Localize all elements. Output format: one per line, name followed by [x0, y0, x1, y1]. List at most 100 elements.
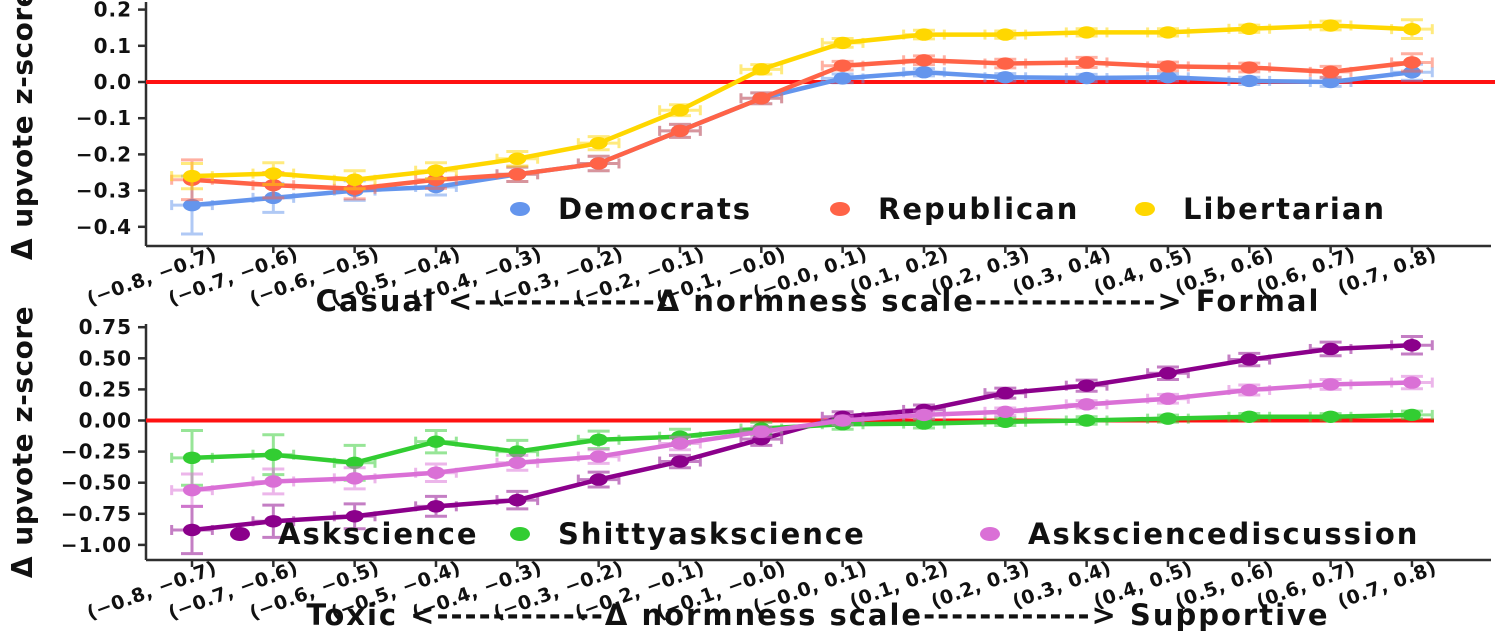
series-republican-marker — [508, 168, 527, 181]
series-shittyaskscience-marker — [1240, 410, 1259, 423]
series-shittyaskscience-marker — [589, 433, 608, 446]
legend-label-republican: Republican — [878, 192, 1079, 226]
series-asksciencediscussion-marker — [1240, 383, 1259, 397]
bottom-chart: 0.750.500.250.00−0.25−0.50−0.75−1.00(−0.… — [61, 315, 1491, 624]
series-askscience-marker — [589, 473, 608, 486]
series-libertarian-line — [189, 23, 1415, 182]
series-republican-marker — [833, 59, 852, 72]
series-libertarian-marker — [1240, 22, 1259, 35]
series-askscience-marker — [426, 500, 445, 513]
series-asksciencediscussion-line — [189, 380, 1415, 493]
series-libertarian-marker — [1402, 22, 1421, 36]
y-tick-label: 0.50 — [79, 346, 132, 370]
y-tick-label: −0.50 — [61, 471, 132, 495]
series-shittyaskscience-marker — [1321, 410, 1340, 423]
series-asksciencediscussion-marker — [914, 408, 933, 422]
series-askscience-marker — [264, 515, 283, 528]
series-asksciencediscussion-marker — [996, 405, 1015, 418]
series-democrats-marker — [996, 71, 1015, 84]
series-libertarian-marker — [996, 28, 1015, 41]
series-shittyaskscience-marker — [426, 435, 445, 448]
bottom-y-axis-label: Δ upvote z-score — [6, 306, 39, 578]
series-democrats-marker — [1077, 71, 1096, 85]
series-asksciencediscussion-marker — [345, 472, 364, 485]
series-asksciencediscussion-marker — [264, 475, 283, 488]
series-askscience-marker — [345, 510, 364, 523]
series-asksciencediscussion-marker — [1158, 392, 1177, 405]
series-democrats-marker — [1321, 75, 1340, 89]
top-y-axis-label: Δ upvote z-score — [6, 0, 39, 260]
series-republican-marker — [589, 157, 608, 170]
series-asksciencediscussion-marker — [508, 456, 527, 469]
series-republican-marker — [752, 92, 771, 105]
series-shittyaskscience-marker — [914, 417, 933, 430]
series-asksciencediscussion-marker — [1077, 398, 1096, 411]
y-tick-label: 0.75 — [79, 315, 132, 339]
series-shittyaskscience-marker — [345, 456, 364, 469]
y-tick-label: −0.1 — [76, 106, 132, 130]
series-asksciencediscussion-marker — [1402, 376, 1421, 389]
legend-marker-libertarian — [1135, 202, 1155, 216]
series-republican-marker — [1240, 61, 1259, 74]
series-asksciencediscussion-marker — [752, 425, 771, 438]
legend-label-asksciencediscussion: Asksciencediscussion — [1028, 517, 1419, 551]
series-libertarian-marker — [670, 104, 689, 117]
series-asksciencediscussion-marker — [833, 414, 852, 427]
top-x-axis-label: Casual <-------------Δ normness scale---… — [316, 284, 1321, 318]
series-republican — [170, 52, 1434, 202]
y-tick-label: 0.0 — [94, 70, 132, 94]
series-republican-marker — [914, 54, 933, 67]
series-libertarian-marker — [1077, 26, 1096, 39]
series-republican-marker — [1402, 56, 1421, 69]
series-republican-marker — [996, 57, 1015, 70]
series-askscience-marker — [1402, 339, 1421, 352]
y-tick-label: 0.00 — [79, 409, 132, 433]
series-libertarian-marker — [914, 28, 933, 41]
series-libertarian-marker — [1321, 19, 1340, 32]
legend-marker-republican — [830, 202, 850, 216]
series-republican-marker — [1077, 56, 1096, 69]
series-asksciencediscussion-marker — [426, 466, 445, 479]
y-tick-label: −0.25 — [61, 440, 132, 464]
bottom-x-axis-label: Toxic <------------Δ normness scale-----… — [306, 598, 1329, 632]
series-asksciencediscussion-marker — [670, 437, 689, 450]
series-asksciencediscussion-marker — [183, 483, 201, 497]
series-libertarian-marker — [589, 136, 608, 150]
series-askscience-marker — [1077, 379, 1096, 392]
series-republican-marker — [1321, 65, 1340, 79]
legend-label-shittyaskscience: Shittyaskscience — [558, 517, 866, 551]
series-democrats-marker — [183, 198, 201, 212]
series-shittyaskscience-marker — [1077, 414, 1096, 427]
series-asksciencediscussion — [170, 374, 1434, 508]
series-republican-marker — [670, 124, 689, 138]
series-libertarian-marker — [426, 164, 445, 177]
legend: Askscience Shittyaskscience Asksciencedisc… — [230, 517, 1419, 551]
y-tick-label: 0.1 — [94, 34, 132, 58]
top-chart: 0.20.10.0−0.1−0.2−0.3−0.4(−0.8, −0.7)(−0… — [76, 0, 1495, 310]
series-libertarian-marker — [508, 152, 527, 165]
y-tick-label: −0.4 — [76, 215, 132, 239]
series-askscience-marker — [508, 493, 527, 507]
series-shittyaskscience-marker — [264, 448, 283, 461]
y-tick-label: −1.00 — [61, 533, 132, 557]
series-democrats-marker — [1158, 71, 1177, 84]
series-askscience-marker — [1321, 342, 1340, 356]
series-askscience-line — [189, 342, 1415, 533]
y-tick-label: 0.2 — [94, 0, 132, 22]
series-askscience-marker — [996, 386, 1015, 400]
legend-marker-shittyaskscience — [510, 527, 530, 541]
series-askscience-marker — [1240, 353, 1259, 366]
series-libertarian — [170, 18, 1434, 191]
series-askscience-marker — [183, 523, 201, 537]
series-republican-line — [189, 58, 1415, 192]
series-libertarian-marker — [264, 167, 283, 180]
series-libertarian-marker — [1158, 26, 1177, 39]
series-libertarian-marker — [752, 63, 771, 76]
series-shittyaskscience-marker — [183, 451, 201, 465]
legend-marker-asksciencediscussion — [980, 527, 1000, 541]
legend-label-libertarian: Libertarian — [1183, 192, 1386, 226]
y-tick-label: −0.3 — [76, 179, 132, 203]
legend: Democrats Republican Libertarian — [510, 192, 1386, 226]
y-tick-label: −0.2 — [76, 142, 132, 166]
